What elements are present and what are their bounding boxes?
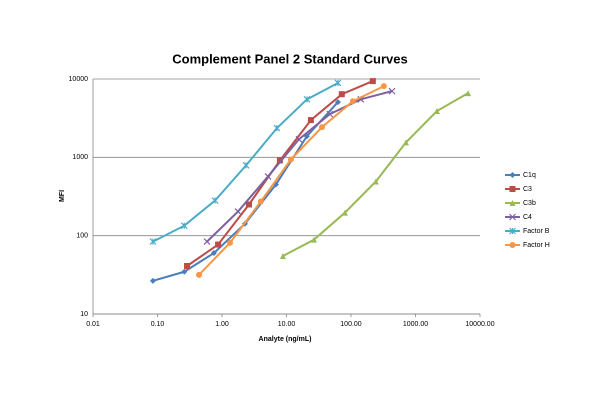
marker xyxy=(181,268,188,275)
x-tick-label: 0.10 xyxy=(151,321,165,328)
marker xyxy=(380,83,387,90)
marker xyxy=(509,227,516,235)
marker xyxy=(184,262,191,269)
x-tick-label: 100.00 xyxy=(340,321,362,328)
series-line xyxy=(152,82,339,243)
marker xyxy=(276,157,283,164)
y-tick-label: 10000 xyxy=(69,76,89,83)
legend-label: C3 xyxy=(523,186,532,193)
marker xyxy=(509,213,516,221)
marker xyxy=(334,79,342,87)
legend-label: C3b xyxy=(523,200,536,207)
series-line xyxy=(206,90,393,243)
x-axis-label: Analyte (ng/mL) xyxy=(259,336,312,343)
legend-label: Factor H xyxy=(523,242,550,249)
marker xyxy=(226,239,233,246)
marker xyxy=(257,198,264,205)
marker xyxy=(215,241,222,248)
y-tick-label: 1000 xyxy=(72,154,88,161)
marker xyxy=(326,110,334,118)
legend-label: Factor B xyxy=(523,228,550,235)
marker xyxy=(369,78,376,85)
marker xyxy=(311,236,318,243)
marker xyxy=(509,186,516,192)
marker xyxy=(433,108,440,115)
marker xyxy=(279,253,286,260)
marker xyxy=(180,222,188,230)
marker xyxy=(509,172,516,178)
marker xyxy=(196,271,203,278)
marker xyxy=(388,87,396,95)
marker xyxy=(372,178,379,185)
marker xyxy=(303,95,311,103)
x-tick-label: 0.01 xyxy=(86,321,100,328)
x-tick-label: 1000.00 xyxy=(403,321,428,328)
marker xyxy=(264,173,272,180)
marker xyxy=(149,277,156,284)
marker xyxy=(341,209,348,216)
x-tick-label: 1.00 xyxy=(215,321,229,328)
marker xyxy=(307,117,314,124)
marker xyxy=(242,161,250,169)
chart-title: Complement Panel 2 Standard Curves xyxy=(172,51,408,66)
marker xyxy=(465,90,472,97)
marker xyxy=(349,98,356,105)
marker xyxy=(295,135,303,143)
marker xyxy=(234,208,242,216)
y-tick-label: 10 xyxy=(80,311,88,318)
marker xyxy=(287,156,294,163)
marker xyxy=(149,238,157,246)
y-axis-label: MFI xyxy=(59,190,66,202)
marker xyxy=(509,242,516,248)
marker xyxy=(338,91,345,98)
marker xyxy=(245,201,252,208)
marker xyxy=(318,124,325,131)
legend-label: C4 xyxy=(523,214,532,221)
x-tick-label: 10000.00 xyxy=(465,321,494,328)
marker xyxy=(509,200,516,206)
marker xyxy=(211,197,219,204)
marker xyxy=(402,139,409,146)
marker xyxy=(334,99,341,106)
legend-label: C1q xyxy=(523,172,536,179)
y-tick-label: 100 xyxy=(76,233,88,240)
marker xyxy=(210,250,217,257)
x-tick-label: 10.00 xyxy=(278,321,296,328)
marker xyxy=(203,238,211,246)
marker xyxy=(273,124,281,132)
